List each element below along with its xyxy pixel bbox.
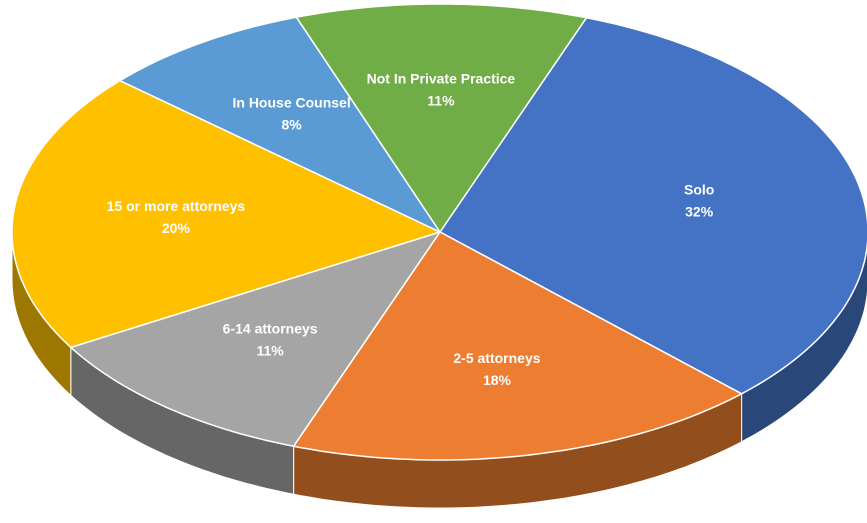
slice-value-label: 32%: [685, 203, 714, 219]
slice-label: In House Counsel: [232, 95, 350, 111]
slice-label: 6-14 attorneys: [223, 320, 318, 336]
slice-value-label: 11%: [427, 92, 455, 108]
slice: [438, 16, 867, 395]
slice-label: 2-5 attorneys: [453, 350, 540, 366]
slice-label: Solo: [684, 181, 714, 197]
slice-label: Not In Private Practice: [367, 70, 516, 86]
slice-value-label: 11%: [257, 342, 285, 358]
slice: [292, 231, 744, 461]
slice: [118, 16, 443, 234]
slice: [295, 3, 588, 234]
slice-value-label: 20%: [162, 220, 191, 236]
slice-label: 15 or more attorneys: [107, 198, 246, 214]
slice-value-label: 8%: [281, 117, 302, 133]
slice-value-label: 18%: [483, 372, 512, 388]
slice: [69, 230, 442, 448]
slice: [11, 79, 443, 349]
